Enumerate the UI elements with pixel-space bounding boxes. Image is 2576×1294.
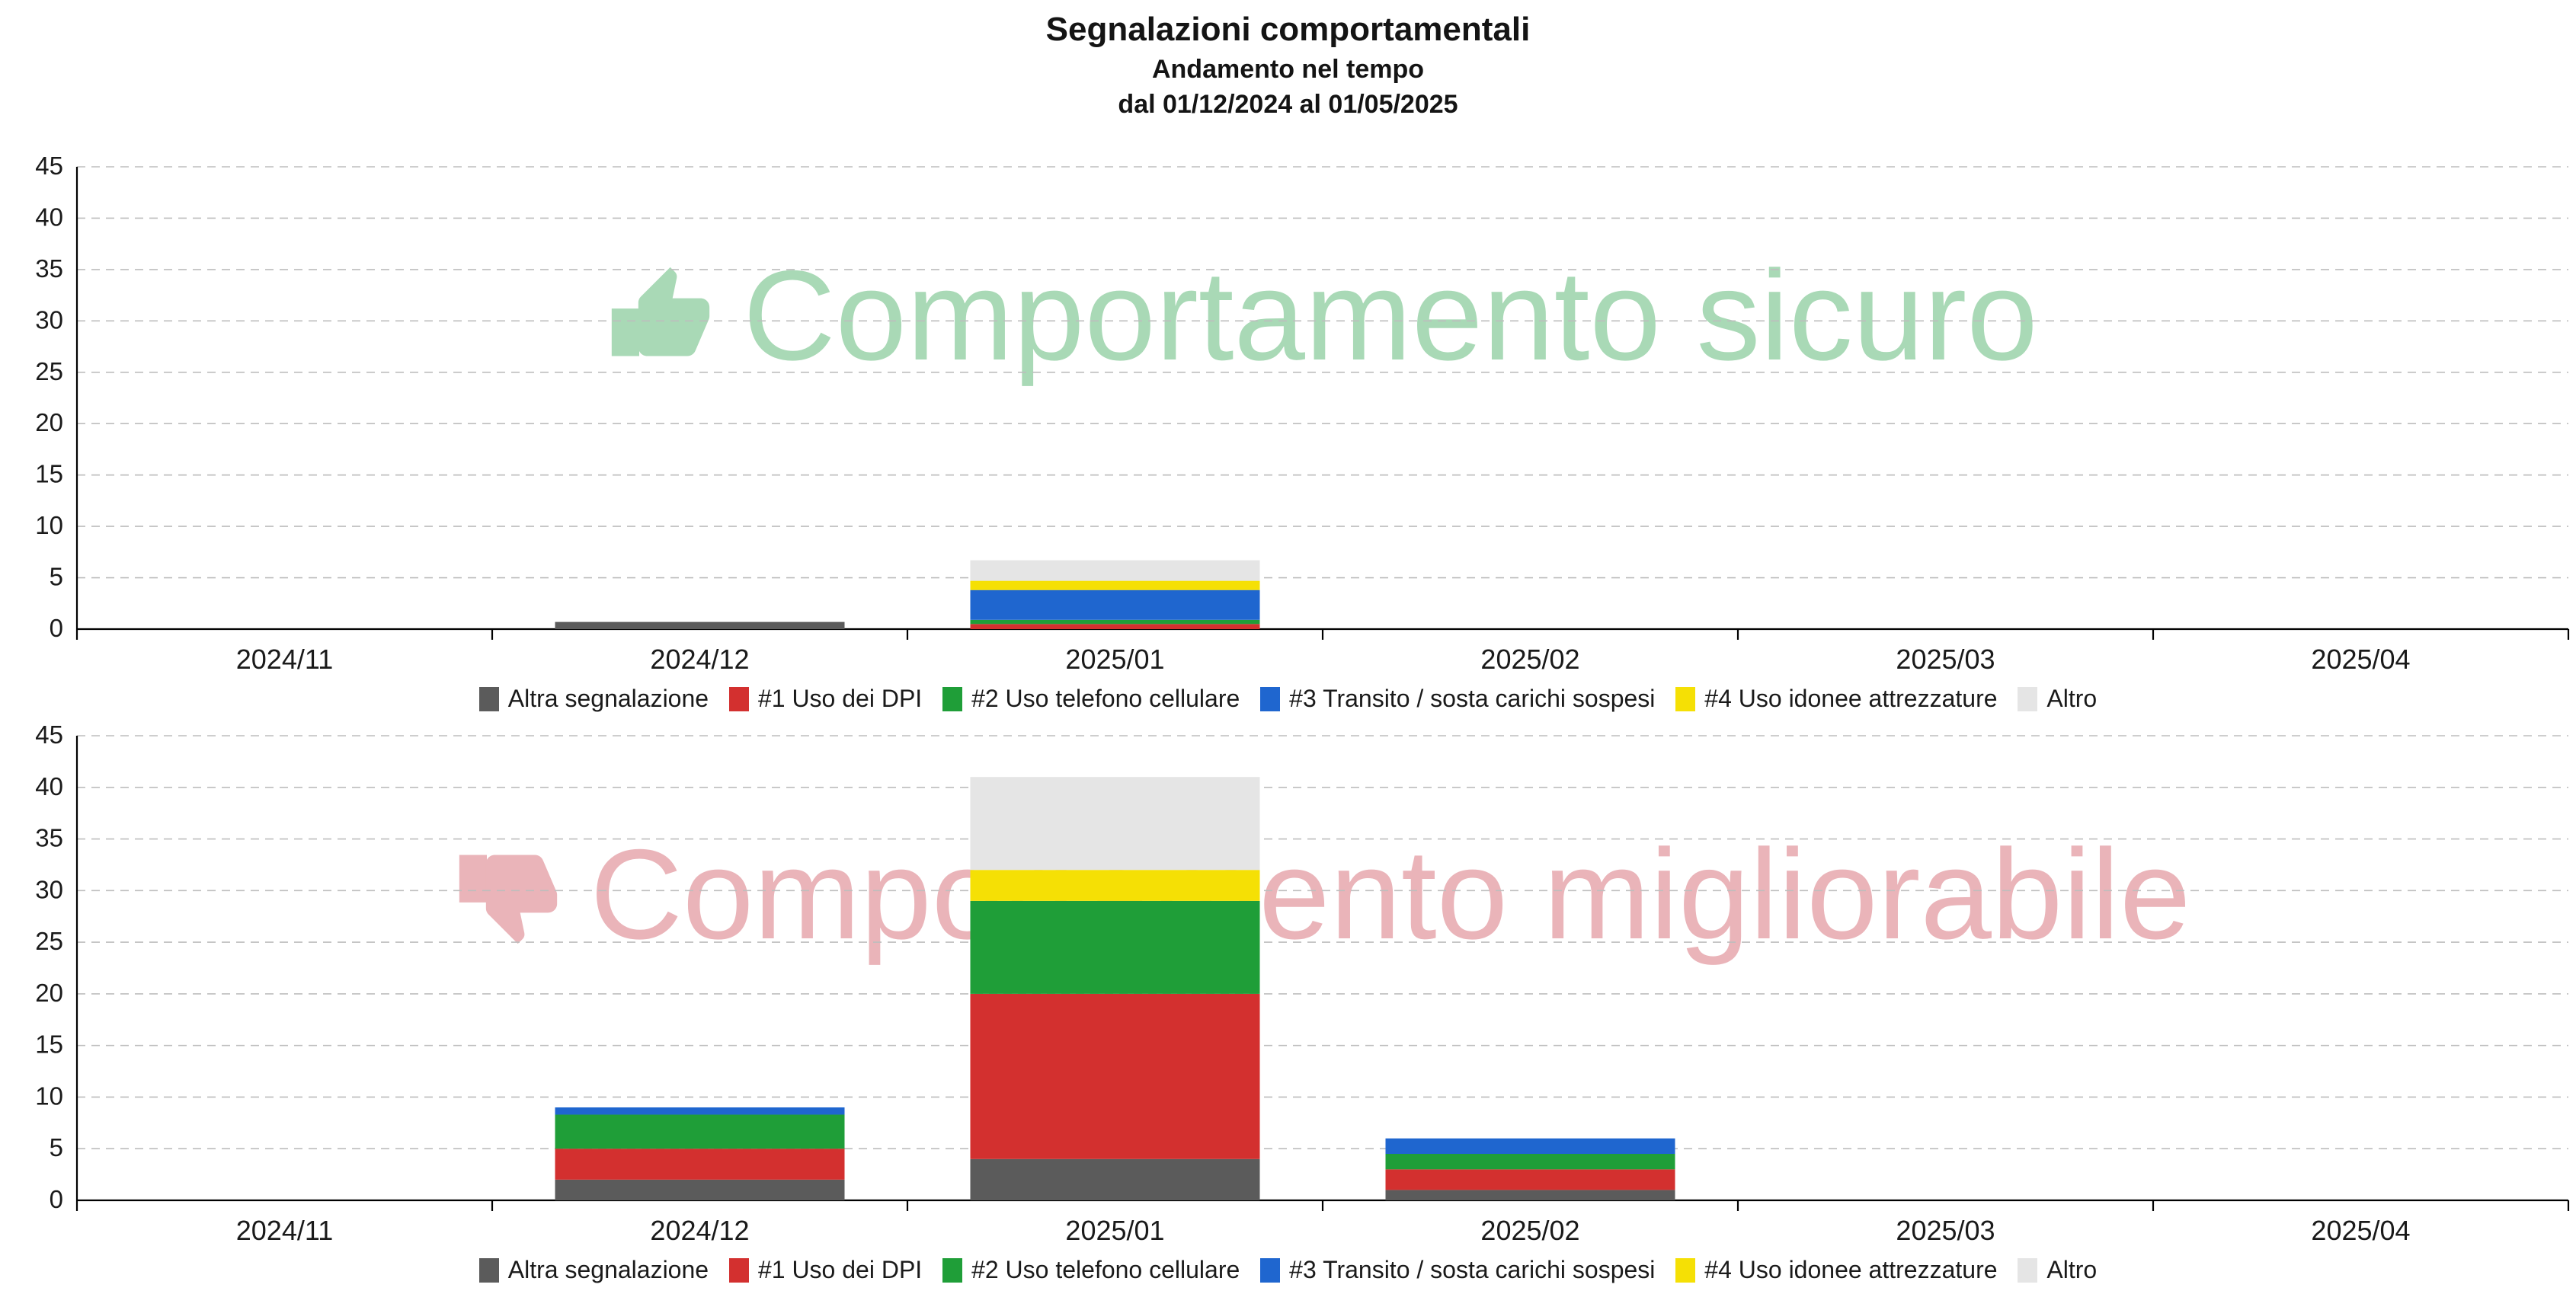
svg-text:45: 45 (35, 152, 63, 180)
svg-text:25: 25 (35, 927, 63, 955)
svg-text:2024/12: 2024/12 (650, 644, 749, 675)
svg-text:2024/12: 2024/12 (650, 1215, 749, 1246)
svg-text:30: 30 (35, 305, 63, 334)
svg-text:2025/03: 2025/03 (1896, 644, 1995, 675)
svg-text:0: 0 (50, 614, 63, 642)
svg-text:10: 10 (35, 511, 63, 539)
svg-text:15: 15 (35, 460, 63, 488)
svg-text:35: 35 (35, 254, 63, 283)
svg-text:2025/04: 2025/04 (2311, 1215, 2410, 1246)
svg-text:2025/03: 2025/03 (1896, 1215, 1995, 1246)
svg-text:2025/02: 2025/02 (1480, 1215, 1579, 1246)
svg-text:2024/11: 2024/11 (236, 1215, 333, 1246)
svg-text:20: 20 (35, 979, 63, 1007)
svg-text:25: 25 (35, 357, 63, 385)
svg-text:2025/02: 2025/02 (1480, 644, 1579, 675)
svg-text:40: 40 (35, 772, 63, 800)
svg-text:40: 40 (35, 203, 63, 231)
svg-text:30: 30 (35, 875, 63, 903)
svg-text:15: 15 (35, 1030, 63, 1059)
svg-text:5: 5 (50, 1133, 63, 1161)
svg-text:10: 10 (35, 1082, 63, 1110)
svg-text:35: 35 (35, 824, 63, 852)
svg-text:2025/04: 2025/04 (2311, 644, 2410, 675)
svg-text:5: 5 (50, 563, 63, 591)
svg-text:2024/11: 2024/11 (236, 644, 333, 675)
svg-text:2025/01: 2025/01 (1065, 1215, 1164, 1246)
svg-text:45: 45 (35, 720, 63, 749)
svg-text:2025/01: 2025/01 (1065, 644, 1164, 675)
svg-text:0: 0 (50, 1185, 63, 1213)
svg-text:20: 20 (35, 408, 63, 436)
